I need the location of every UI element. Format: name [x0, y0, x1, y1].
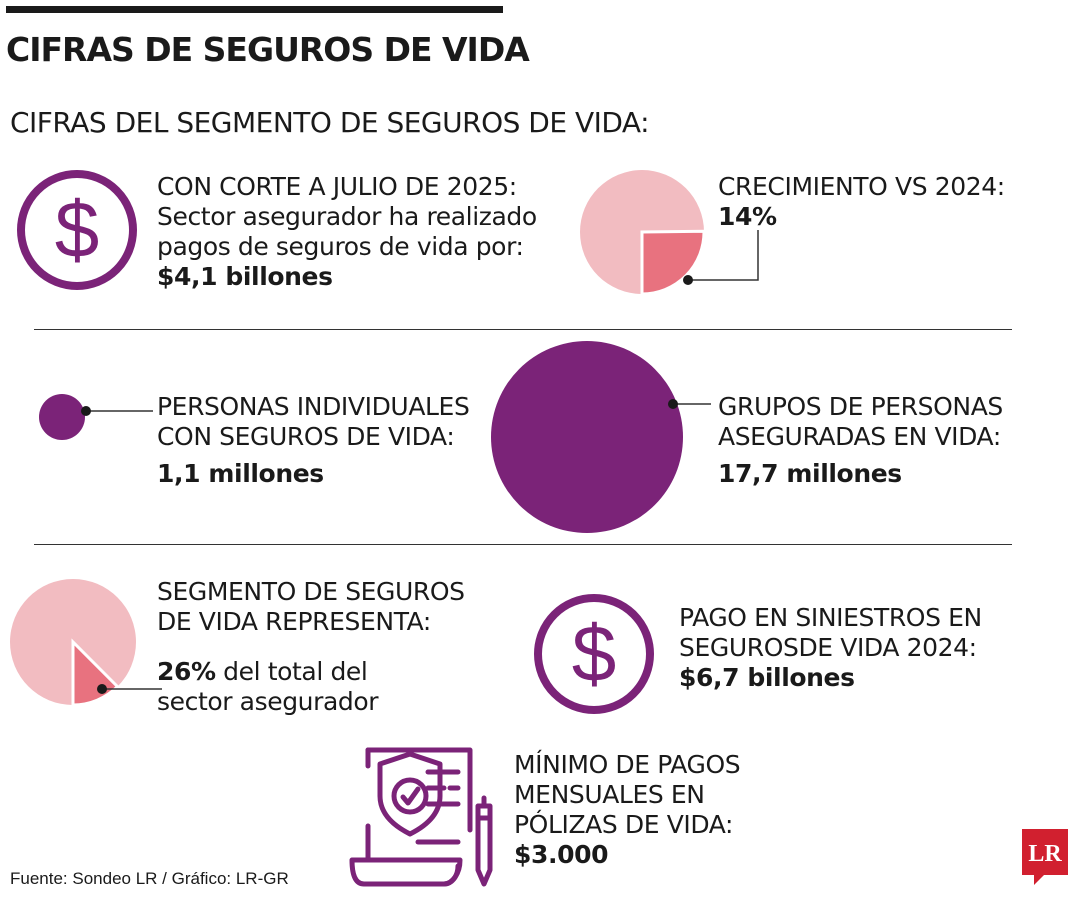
- payments-line-1: CON CORTE A JULIO DE 2025:: [157, 172, 517, 201]
- groups-text: GRUPOS DE PERSONAS ASEGURADAS EN VIDA: 1…: [718, 392, 1003, 489]
- individuals-circle: [39, 394, 153, 440]
- segment-value: 26%: [157, 657, 216, 686]
- segment-text: SEGMENTO DE SEGUROS DE VIDA REPRESENTA: …: [157, 577, 465, 717]
- groups-line-2: ASEGURADAS EN VIDA:: [718, 422, 1001, 451]
- svg-text:$: $: [572, 609, 617, 698]
- growth-line-1: CRECIMIENTO VS 2024:: [718, 172, 1005, 201]
- divider-1: [34, 329, 1012, 330]
- page-title: CIFRAS DE SEGUROS DE VIDA: [6, 30, 530, 69]
- minimum-line-1: MÍNIMO DE PAGOS: [514, 750, 741, 779]
- growth-value: 14%: [718, 202, 777, 231]
- payments-value: $4,1 billones: [157, 262, 333, 291]
- minimum-text: MÍNIMO DE PAGOS MENSUALES EN PÓLIZAS DE …: [514, 750, 741, 870]
- growth-pie-chart: [580, 170, 759, 296]
- segment-value-suffix: del total del: [215, 657, 368, 686]
- individuals-text: PERSONAS INDIVIDUALES CON SEGUROS DE VID…: [157, 392, 470, 489]
- claims-value: $6,7 billones: [679, 663, 855, 692]
- growth-leader-line: [688, 230, 759, 281]
- growth-pie-slice: [640, 229, 706, 296]
- segment-line-3: 26% del total del: [157, 657, 465, 687]
- segment-leader-dot: [97, 684, 107, 694]
- insurance-policy-icon: [349, 747, 493, 887]
- minimum-value: $3.000: [514, 840, 609, 869]
- individuals-line-2: CON SEGUROS DE VIDA:: [157, 422, 455, 451]
- minimum-line-2: MENSUALES EN: [514, 780, 705, 809]
- payments-line-3: pagos de seguros de vida por:: [157, 232, 524, 261]
- claims-line-2: SEGUROSDE VIDA 2024:: [679, 633, 977, 662]
- individuals-line-1: PERSONAS INDIVIDUALES: [157, 392, 470, 421]
- segment-pie-chart: [10, 579, 162, 707]
- minimum-line-3: PÓLIZAS DE VIDA:: [514, 810, 734, 839]
- lr-logo: LR: [1022, 829, 1068, 885]
- groups-line-1: GRUPOS DE PERSONAS: [718, 392, 1003, 421]
- individuals-value: 1,1 millones: [157, 459, 324, 488]
- divider-2: [34, 544, 1012, 545]
- lr-logo-text: LR: [1028, 841, 1062, 867]
- page-subtitle: CIFRAS DEL SEGMENTO DE SEGUROS DE VIDA:: [10, 106, 650, 139]
- claims-line-1: PAGO EN SINIESTROS EN: [679, 603, 982, 632]
- segment-line-4: sector asegurador: [157, 687, 379, 716]
- svg-text:$: $: [55, 185, 100, 274]
- top-rule: [6, 6, 503, 13]
- segment-line-2: DE VIDA REPRESENTA:: [157, 607, 431, 636]
- payments-line-2: Sector asegurador ha realizado: [157, 202, 537, 231]
- groups-circle: [491, 341, 711, 533]
- payments-text: CON CORTE A JULIO DE 2025: Sector asegur…: [157, 172, 537, 292]
- source-note: Fuente: Sondeo LR / Gráfico: LR-GR: [10, 869, 289, 888]
- groups-value: 17,7 millones: [718, 459, 902, 488]
- segment-line-1: SEGMENTO DE SEGUROS: [157, 577, 465, 606]
- claims-text: PAGO EN SINIESTROS EN SEGUROSDE VIDA 202…: [679, 603, 982, 693]
- growth-text: CRECIMIENTO VS 2024: 14%: [718, 172, 1005, 232]
- dollar-circle-icon: $: [534, 594, 654, 714]
- growth-leader-dot: [683, 275, 693, 285]
- dollar-circle-icon: $: [17, 170, 137, 290]
